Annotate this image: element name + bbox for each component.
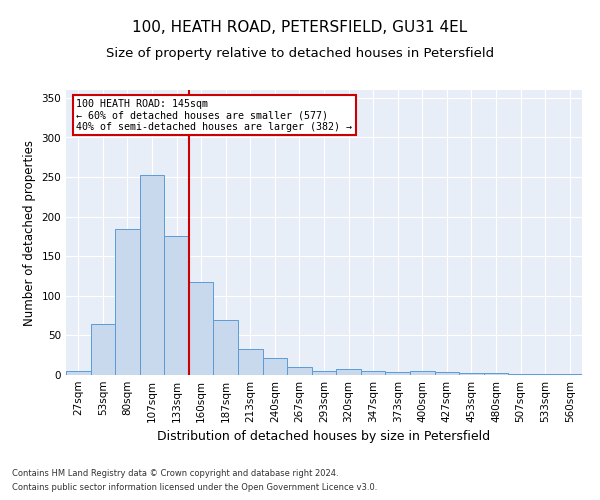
Bar: [214, 320, 238, 375]
Bar: [115, 228, 140, 375]
Bar: [189, 282, 214, 375]
Bar: [263, 358, 287, 375]
Text: 100, HEATH ROAD, PETERSFIELD, GU31 4EL: 100, HEATH ROAD, PETERSFIELD, GU31 4EL: [133, 20, 467, 35]
Bar: [385, 372, 410, 375]
Bar: [484, 374, 508, 375]
Bar: [508, 374, 533, 375]
Bar: [410, 371, 434, 375]
X-axis label: Distribution of detached houses by size in Petersfield: Distribution of detached houses by size …: [157, 430, 491, 444]
Text: Size of property relative to detached houses in Petersfield: Size of property relative to detached ho…: [106, 48, 494, 60]
Bar: [164, 236, 189, 375]
Bar: [287, 367, 312, 375]
Bar: [140, 174, 164, 375]
Bar: [66, 371, 91, 375]
Bar: [91, 324, 115, 375]
Bar: [336, 368, 361, 375]
Y-axis label: Number of detached properties: Number of detached properties: [23, 140, 36, 326]
Bar: [312, 371, 336, 375]
Bar: [459, 372, 484, 375]
Bar: [238, 349, 263, 375]
Bar: [434, 372, 459, 375]
Bar: [533, 374, 557, 375]
Bar: [557, 374, 582, 375]
Text: Contains HM Land Registry data © Crown copyright and database right 2024.: Contains HM Land Registry data © Crown c…: [12, 468, 338, 477]
Text: Contains public sector information licensed under the Open Government Licence v3: Contains public sector information licen…: [12, 484, 377, 492]
Bar: [361, 371, 385, 375]
Text: 100 HEATH ROAD: 145sqm
← 60% of detached houses are smaller (577)
40% of semi-de: 100 HEATH ROAD: 145sqm ← 60% of detached…: [76, 98, 352, 132]
